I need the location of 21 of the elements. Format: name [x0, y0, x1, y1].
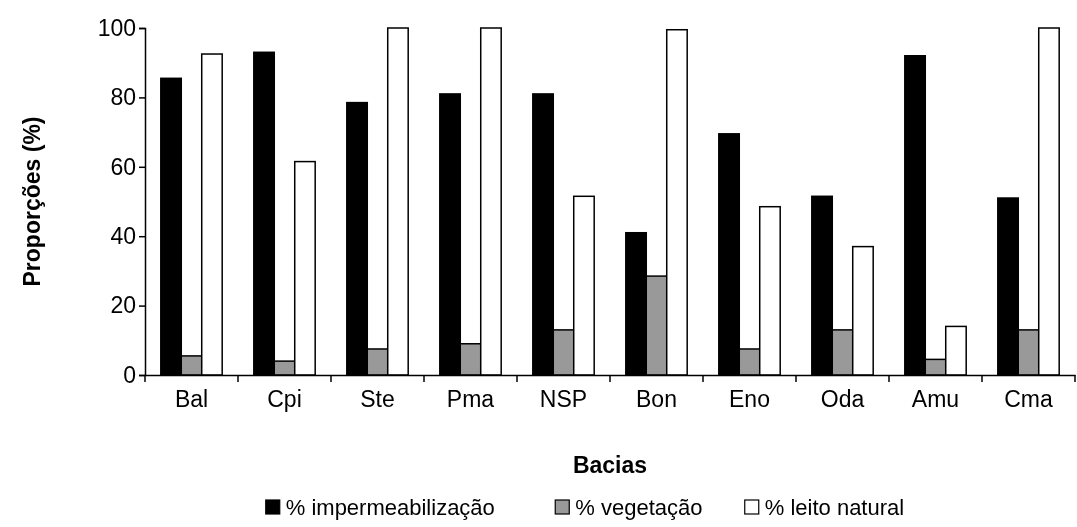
x-tick-label: Pma: [446, 386, 495, 413]
y-tick-label: 20: [110, 292, 136, 319]
x-tick-label: Bal: [174, 386, 209, 413]
legend-label: % leito natural: [764, 495, 905, 520]
legend-label: % vegetação: [575, 495, 703, 520]
y-tick-label: 100: [97, 14, 136, 41]
y-tick-label: 80: [110, 84, 136, 111]
legend-label: % impermeabilização: [285, 495, 495, 520]
x-tick-label: Bon: [636, 386, 677, 413]
x-tick-label: Oda: [820, 386, 865, 413]
y-tick-label: 60: [110, 153, 136, 180]
x-tick-label: Eno: [729, 386, 770, 413]
x-tick-label: Cpi: [267, 386, 302, 413]
x-tick-label: Amu: [911, 386, 960, 413]
x-tick-label: Cma: [1004, 386, 1053, 413]
x-tick-label: Ste: [360, 386, 395, 413]
x-axis-title: Bacias: [572, 452, 648, 478]
x-tick-label: NSP: [539, 386, 588, 413]
y-axis-title: Proporções (%): [19, 116, 45, 287]
y-tick-label: 0: [123, 361, 136, 388]
y-tick-label: 40: [110, 223, 136, 250]
